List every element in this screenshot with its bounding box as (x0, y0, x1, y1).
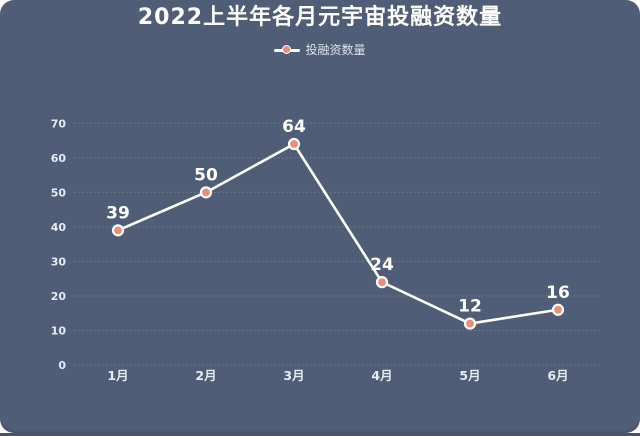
data-point-marker[interactable] (111, 224, 125, 237)
data-point-marker[interactable] (375, 276, 389, 289)
series-line (116, 142, 560, 325)
data-point-marker[interactable] (551, 303, 565, 316)
x-axis-tick-label: 5月 (459, 368, 480, 383)
bottom-shadow-band (0, 433, 640, 436)
x-axis-tick-label: 1月 (107, 368, 128, 383)
y-axis-tick-label: 30 (51, 255, 67, 268)
chart-title: 2022上半年各月元宇宙投融资数量 (137, 5, 503, 30)
data-point-label: 64 (282, 117, 306, 137)
y-axis-tick-label: 40 (51, 221, 67, 234)
y-axis-tick-label: 20 (51, 290, 67, 303)
y-axis-tick-label: 70 (51, 117, 67, 130)
y-axis-tick-label: 0 (58, 359, 66, 372)
y-axis-tick-label: 10 (51, 324, 67, 337)
legend-label: 投融资数量 (305, 43, 366, 57)
legend-dot-icon (282, 45, 292, 54)
data-point-label: 39 (106, 203, 130, 223)
y-axis-tick-label: 50 (51, 186, 67, 199)
data-point-marker[interactable] (287, 137, 301, 151)
x-axis-tick-label: 4月 (371, 368, 392, 383)
y-axis-tick-label: 60 (51, 152, 67, 165)
data-point-label: 12 (458, 297, 482, 317)
data-point-label: 50 (194, 165, 218, 185)
x-axis-tick-label: 2月 (195, 368, 216, 383)
data-point-label: 24 (370, 255, 394, 275)
x-axis-tick-label: 6月 (547, 368, 568, 383)
legend-item[interactable]: 投融资数量 (0, 44, 640, 56)
x-axis-tick-label: 3月 (283, 368, 304, 383)
data-point-marker[interactable] (199, 186, 213, 199)
data-point-label: 16 (546, 283, 570, 303)
legend-line-dot-icon (274, 44, 301, 56)
data-point-marker[interactable] (463, 317, 477, 330)
